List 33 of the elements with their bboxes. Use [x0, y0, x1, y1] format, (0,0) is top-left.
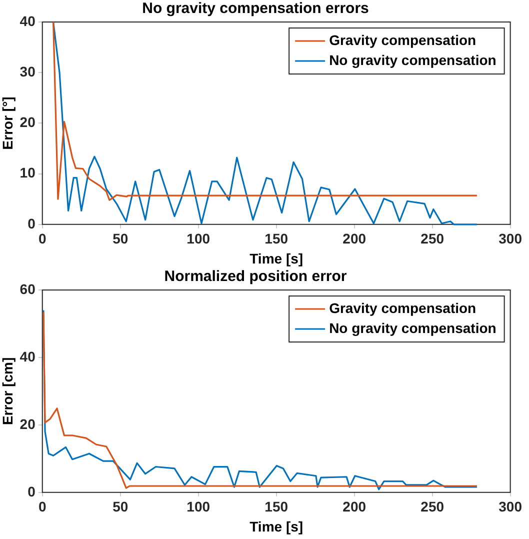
x-tick-label: 100 [186, 230, 210, 247]
x-tick-label: 150 [264, 498, 288, 515]
chart-title: Normalized position error [164, 268, 347, 286]
x-tick-label: 200 [342, 498, 366, 515]
x-tick-label: 100 [186, 498, 210, 515]
legend-label: No gravity compensation [329, 320, 496, 336]
x-tick-label: 250 [420, 498, 444, 515]
y-tick-label: 0 [28, 215, 36, 232]
y-tick-label: 40 [20, 12, 36, 29]
y-tick-label: 0 [28, 483, 36, 500]
y-tick-label: 40 [20, 348, 36, 364]
y-axis-title: Error [cm] [0, 357, 16, 426]
y-tick-label: 30 [20, 63, 36, 80]
legend-label: No gravity compensation [329, 52, 496, 68]
x-tick-label: 50 [112, 230, 128, 247]
x-axis-title: Time [s] [250, 250, 304, 266]
x-tick-label: 0 [38, 230, 46, 247]
y-tick-label: 20 [20, 114, 36, 130]
x-tick-label: 0 [38, 498, 46, 515]
x-axis-title: Time [s] [250, 518, 304, 534]
x-tick-label: 50 [112, 498, 128, 515]
x-tick-label: 300 [498, 230, 522, 247]
y-tick-label: 60 [20, 280, 36, 297]
x-tick-label: 250 [420, 230, 444, 247]
legend-label: Gravity compensation [329, 32, 476, 48]
chart-title: No gravity compensation errors [142, 0, 369, 18]
legend-label: Gravity compensation [329, 300, 476, 316]
x-tick-label: 200 [342, 230, 366, 247]
x-tick-label: 300 [498, 498, 522, 515]
x-tick-label: 150 [264, 230, 288, 247]
y-tick-label: 10 [20, 164, 36, 181]
y-tick-label: 20 [20, 416, 36, 432]
y-axis-title: Error [°] [0, 96, 16, 150]
